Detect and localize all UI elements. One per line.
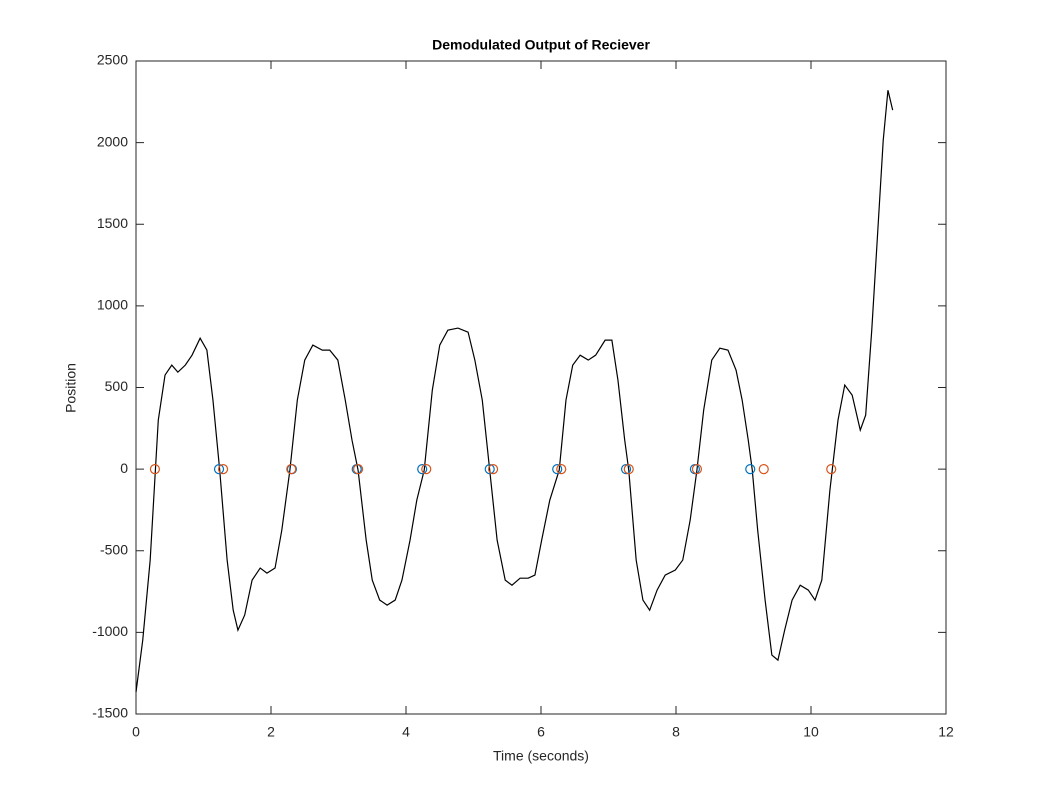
- data-point: [556, 464, 567, 475]
- x-tick-label: 10: [803, 724, 819, 740]
- y-tick-label: 2500: [97, 52, 128, 68]
- y-tick-label: 1000: [97, 297, 128, 313]
- x-tick-label: 6: [537, 724, 545, 740]
- data-point: [352, 464, 364, 475]
- x-tick-label: 4: [402, 724, 410, 740]
- x-tick-label: 8: [672, 724, 680, 740]
- y-tick-label: 0: [120, 460, 128, 476]
- data-point: [286, 464, 297, 475]
- y-tick-label: -1500: [92, 705, 128, 721]
- data-point: [826, 464, 837, 475]
- x-tick-label: 2: [267, 724, 275, 740]
- data-point: [620, 464, 632, 475]
- x-tick-label: 12: [938, 724, 954, 740]
- data-line: [135, 90, 894, 693]
- y-axis-label: Position: [63, 363, 79, 413]
- y-tick-label: -500: [100, 541, 128, 557]
- data-point: [149, 464, 160, 475]
- chart-title: Demodulated Output of Reciever: [432, 37, 650, 53]
- data-point: [417, 464, 428, 475]
- data-point: [691, 464, 703, 475]
- data-point: [484, 464, 495, 475]
- data-point: [623, 464, 634, 475]
- data-point: [758, 464, 769, 475]
- data-point: [217, 464, 229, 475]
- y-tick-label: 2000: [97, 133, 128, 149]
- data-point: [421, 464, 432, 475]
- data-point: [213, 464, 225, 475]
- y-tick-label: -1000: [92, 623, 128, 639]
- x-tick-label: 0: [132, 724, 140, 740]
- x-axis-label: Time (seconds): [493, 748, 589, 764]
- y-tick-label: 500: [105, 378, 129, 394]
- plot-box: [135, 60, 947, 715]
- data-point: [487, 464, 499, 475]
- data-point: [552, 464, 563, 475]
- y-tick-label: 1500: [97, 215, 128, 231]
- data-point: [745, 464, 756, 475]
